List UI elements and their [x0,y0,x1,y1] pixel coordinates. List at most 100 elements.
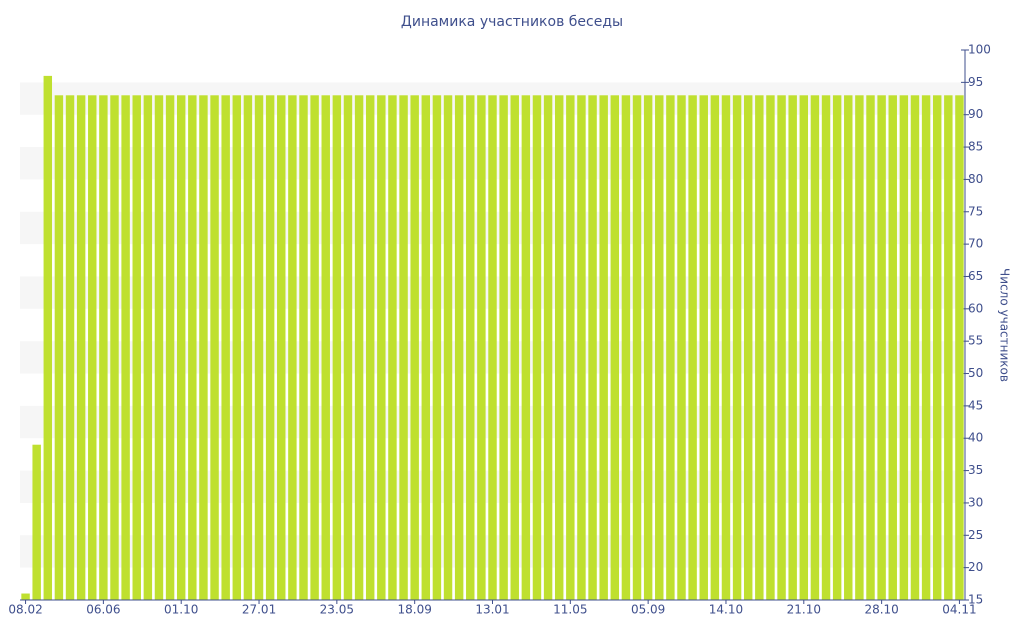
bar [910,95,920,600]
bar [788,95,797,600]
y-tick-label: 55 [968,334,983,348]
bar [521,95,531,600]
x-tick-label: 23.05 [320,603,354,617]
bar [388,95,397,600]
bar [821,95,831,600]
bar [210,95,219,600]
bar [699,95,708,600]
bar [655,95,664,600]
bar [221,95,230,600]
y-tick-label: 40 [968,431,983,445]
bar [243,95,253,600]
y-tick-label: 95 [968,75,983,89]
bar [755,95,764,600]
bar [188,95,197,600]
y-tick-label: 30 [968,495,983,509]
x-tick-label: 08.02 [8,603,42,617]
bar [88,95,97,600]
bar [176,95,186,600]
y-tick-label: 75 [968,204,983,218]
bar [721,95,731,600]
bar [810,95,820,600]
bar [732,95,742,600]
bar [354,95,364,600]
bar [332,95,342,600]
bar [588,95,597,600]
y-tick-label: 25 [968,528,983,542]
bar [743,95,753,600]
y-tick-label: 100 [968,43,991,57]
bar [799,95,809,600]
x-tick-label: 18.09 [397,603,431,617]
x-tick-label: 05.09 [631,603,665,617]
bar [932,95,942,600]
bar [566,95,575,600]
x-tick-label: 27.01 [242,603,276,617]
y-tick-label: 35 [968,463,983,477]
bar [866,95,875,600]
bar [432,95,442,600]
x-tick-label: 04.11 [942,603,976,617]
x-tick-label: 21.10 [787,603,821,617]
x-tick-label: 14.10 [709,603,743,617]
bar [76,95,86,600]
y-tick-label: 20 [968,560,983,574]
bar [688,95,697,600]
bar [232,95,242,600]
y-tick-label: 60 [968,301,983,315]
bar [554,95,564,600]
bar [577,95,586,600]
y-tick-label: 70 [968,237,983,251]
bar [610,95,620,600]
bar [21,593,30,600]
x-tick-label: 28.10 [864,603,898,617]
bar [466,95,475,600]
bar [599,95,608,600]
bar [421,95,431,600]
bar [321,95,330,600]
x-tick-label: 13.01 [475,603,509,617]
bar [855,95,864,600]
y-tick-label: 45 [968,398,983,412]
x-tick-label: 06.06 [86,603,120,617]
bar [777,95,786,600]
bar [877,95,886,600]
bar [143,95,153,600]
bar [955,95,964,600]
bar [32,444,41,600]
bar [454,95,464,600]
y-axis-title: Число участников [998,268,1012,382]
bar [666,95,675,600]
bar [632,95,642,600]
y-tick-label: 50 [968,366,983,380]
bar [99,95,108,600]
bar [132,95,141,600]
bar [377,95,386,600]
bar [844,95,853,600]
bar [643,95,653,600]
y-tick-label: 85 [968,140,983,154]
bar [677,95,686,600]
bar [921,95,931,600]
bar [277,95,286,600]
bar [532,95,542,600]
bar [443,95,453,600]
bar [399,95,408,600]
bar [310,95,319,600]
bar [766,95,775,600]
y-tick-label: 80 [968,172,983,186]
bar [165,95,175,600]
bar [710,95,720,600]
bar [832,95,842,600]
bar [121,95,130,600]
bar [265,95,275,600]
bar [299,95,308,600]
bar [199,95,208,600]
y-tick-label: 65 [968,269,983,283]
bar [254,95,264,600]
bar [410,95,419,600]
x-tick-label: 11.05 [553,603,587,617]
bar [343,95,353,600]
bar [65,95,75,600]
